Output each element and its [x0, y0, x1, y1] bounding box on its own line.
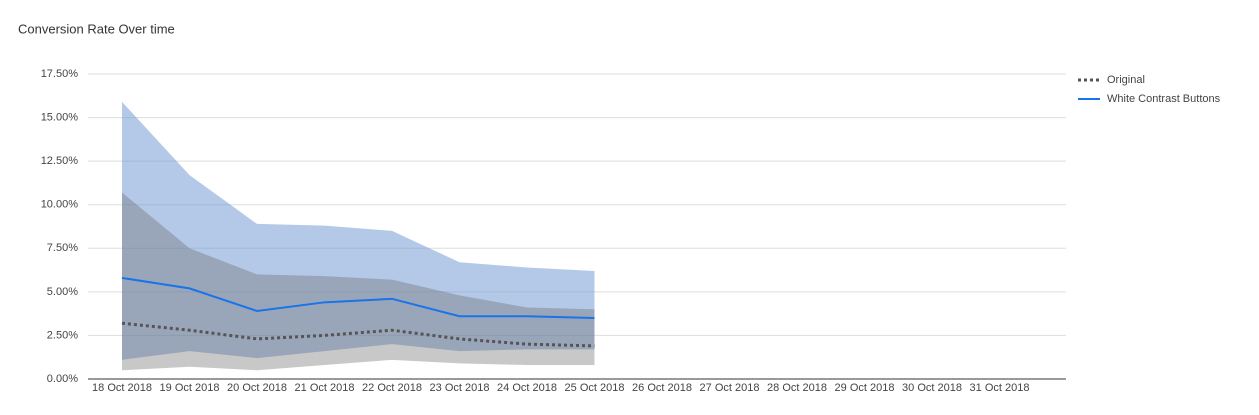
x-tick-label: 23 Oct 2018	[430, 382, 490, 394]
confidence-band	[122, 101, 595, 360]
legend-label: Original	[1107, 74, 1145, 86]
x-tick-label: 18 Oct 2018	[92, 382, 152, 394]
x-tick-label: 28 Oct 2018	[767, 382, 827, 394]
x-tick-label: 24 Oct 2018	[497, 382, 557, 394]
y-tick-label: 15.00%	[41, 111, 79, 123]
x-tick-label: 29 Oct 2018	[835, 382, 895, 394]
x-tick-label: 22 Oct 2018	[362, 382, 422, 394]
legend-label: White Contrast Buttons	[1107, 93, 1221, 105]
x-tick-label: 31 Oct 2018	[970, 382, 1030, 394]
x-tick-label: 27 Oct 2018	[700, 382, 760, 394]
x-tick-label: 19 Oct 2018	[160, 382, 220, 394]
y-tick-label: 7.50%	[47, 242, 78, 254]
x-tick-label: 30 Oct 2018	[902, 382, 962, 394]
line	[121, 321, 595, 348]
x-tick-label: 20 Oct 2018	[227, 382, 287, 394]
y-tick-label: 12.50%	[41, 155, 79, 167]
y-tick-label: 2.50%	[47, 329, 78, 341]
y-tick-label: 17.50%	[41, 68, 79, 80]
y-tick-label: 5.00%	[47, 286, 78, 298]
y-tick-label: 10.00%	[41, 199, 79, 211]
confidence-band	[122, 192, 595, 371]
y-tick-label: 0.00%	[47, 373, 78, 385]
x-tick-label: 25 Oct 2018	[565, 382, 625, 394]
x-tick-label: 21 Oct 2018	[295, 382, 355, 394]
x-tick-label: 26 Oct 2018	[632, 382, 692, 394]
chart-title: Conversion Rate Over time	[18, 21, 175, 36]
line	[121, 276, 595, 319]
